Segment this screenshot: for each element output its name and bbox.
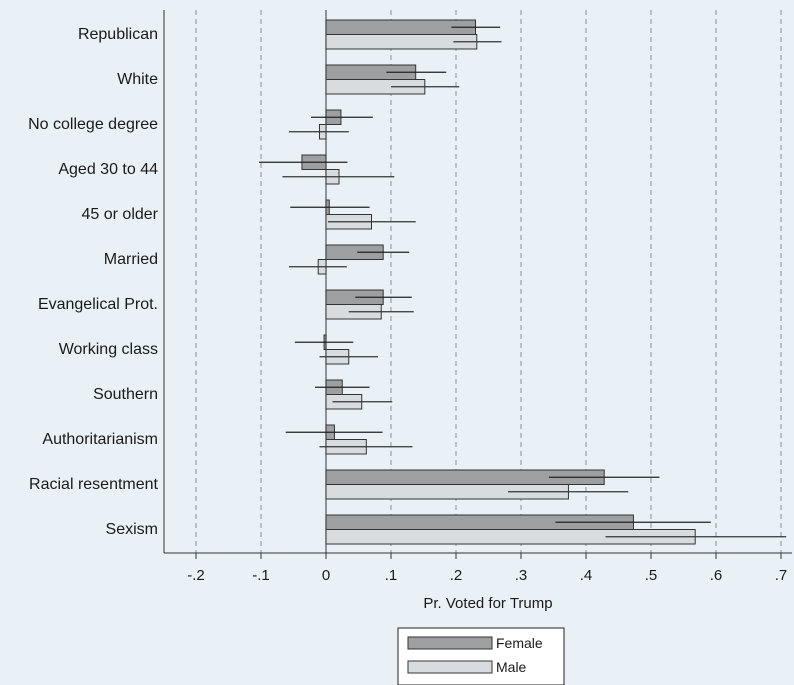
legend: Female Male [397,627,565,685]
legend-swatch-female [407,636,493,650]
x-tick-label: 0 [322,567,330,584]
x-axis-label: Pr. Voted for Trump [423,595,552,612]
plot-area [164,10,792,553]
category-label: Working class [59,341,158,358]
x-tick-label: -.1 [252,567,270,584]
x-tick-label: -.2 [187,567,205,584]
x-tick-label: .6 [710,567,723,584]
category-label: No college degree [28,116,158,133]
category-label: Republican [78,26,158,43]
category-label: White [117,71,158,88]
category-label: Authoritarianism [42,431,158,448]
gridlines [195,10,782,553]
category-label: Sexism [106,521,158,538]
x-tick-label: .4 [580,567,593,584]
category-labels: Republican White No college degree Aged 30 … [28,26,159,538]
category-label: Evangelical Prot. [38,296,158,313]
x-tick-label: .3 [515,567,528,584]
legend-swatch-male [407,660,493,674]
x-tick-label: .7 [775,567,788,584]
x-tick-label: .5 [645,567,658,584]
category-label: Southern [93,386,158,403]
error-bars [259,26,787,538]
x-tick-labels: -.2 -.1 0 .1 .2 .3 .4 .5 .6 .7 [187,553,787,584]
legend-label-male: Male [496,659,527,675]
category-label: Married [104,251,158,268]
legend-label-female: Female [496,635,543,651]
category-label: Aged 30 to 44 [58,161,158,178]
category-label: Racial resentment [29,476,159,493]
x-tick-label: .1 [385,567,398,584]
category-label: 45 or older [82,206,159,223]
x-tick-label: .2 [450,567,463,584]
